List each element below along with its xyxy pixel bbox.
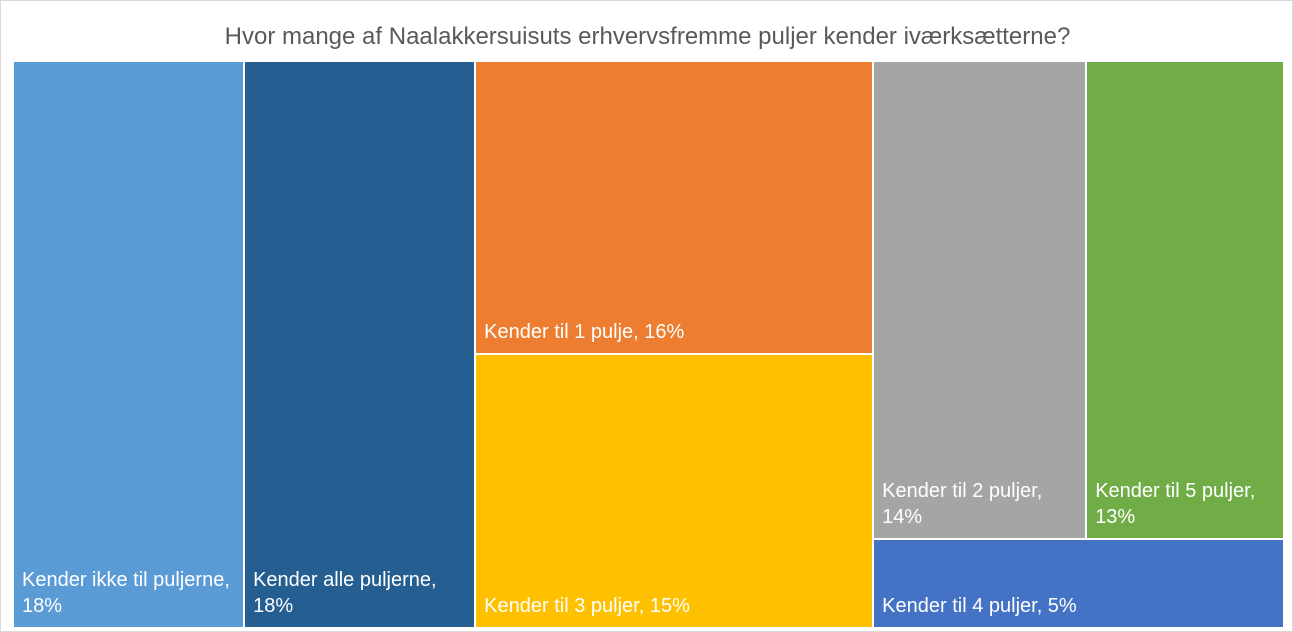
tile-label: Kender til 1 pulje, 16% bbox=[484, 320, 685, 343]
tile-label: Kender til 5 puljer, 13% bbox=[1095, 480, 1256, 529]
tile-label: Kender til 3 puljer, 15% bbox=[484, 594, 690, 617]
tile-label: Kender til 4 puljer, 5% bbox=[882, 595, 1077, 617]
tile: Kender til 3 puljer, 15% bbox=[475, 353, 874, 628]
tile: Kender til 4 puljer, 5% bbox=[873, 539, 1284, 628]
tile: Kender til 5 puljer, 13% bbox=[1086, 61, 1284, 540]
chart-title: Hvor mange af Naalakkersuisuts erhvervsf… bbox=[224, 23, 1071, 50]
tile-label: Kender til 2 puljer, 14% bbox=[882, 480, 1043, 529]
tile: Kender til 1 pulje, 16% bbox=[475, 61, 874, 354]
tile: Kender alle puljerne, 18% bbox=[244, 61, 476, 628]
tile-label: Kender alle puljerne, 18% bbox=[253, 569, 437, 617]
tile-label: Kender ikke til puljerne, 18% bbox=[22, 569, 230, 617]
tile: Kender til 2 puljer, 14% bbox=[873, 61, 1087, 540]
tile: Kender ikke til puljerne, 18% bbox=[13, 61, 245, 628]
